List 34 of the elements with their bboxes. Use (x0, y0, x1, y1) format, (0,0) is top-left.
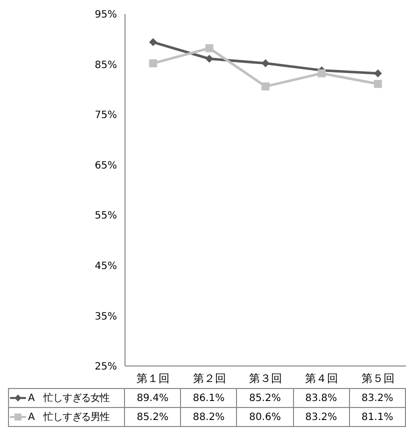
y-tick-label: 25% (94, 362, 117, 373)
y-tick-label: 75% (94, 110, 117, 122)
data-label: 83.2% (293, 408, 350, 426)
legend-label: A 忙しすぎる男性 (8, 408, 124, 426)
point (262, 59, 270, 68)
data-label: 80.6% (236, 408, 294, 426)
data-label: 85.2% (236, 388, 294, 408)
x-tick-label: 第２回 (192, 372, 226, 385)
data-label: 83.2% (349, 388, 406, 408)
data-label: 85.2% (124, 408, 181, 426)
data-label: 88.2% (180, 408, 237, 426)
x-tick-label: 第５回 (361, 372, 394, 385)
data-label: 83.8% (293, 388, 350, 408)
x-tick-label: 第１回 (136, 372, 170, 385)
data-label: 81.1% (349, 408, 406, 426)
legend-label: A 忙しすぎる女性 (8, 388, 124, 408)
y-tick-label: 85% (94, 60, 117, 71)
point (205, 54, 214, 63)
data-label: 89.4% (124, 388, 181, 408)
y-tick-label: 35% (94, 311, 117, 322)
point (374, 69, 382, 78)
y-tick-label: 95% (94, 10, 117, 21)
point (149, 38, 158, 46)
x-tick-label: 第３回 (249, 372, 282, 385)
data-label: 86.1% (180, 388, 237, 408)
point (262, 82, 270, 90)
y-tick-label: 65% (94, 160, 117, 172)
point (149, 59, 158, 68)
y-tick-label: 45% (94, 260, 117, 272)
x-tick-label: 第４回 (305, 372, 338, 385)
point (205, 44, 214, 52)
point (318, 69, 326, 78)
y-tick-label: 55% (94, 210, 117, 222)
point (374, 80, 382, 88)
